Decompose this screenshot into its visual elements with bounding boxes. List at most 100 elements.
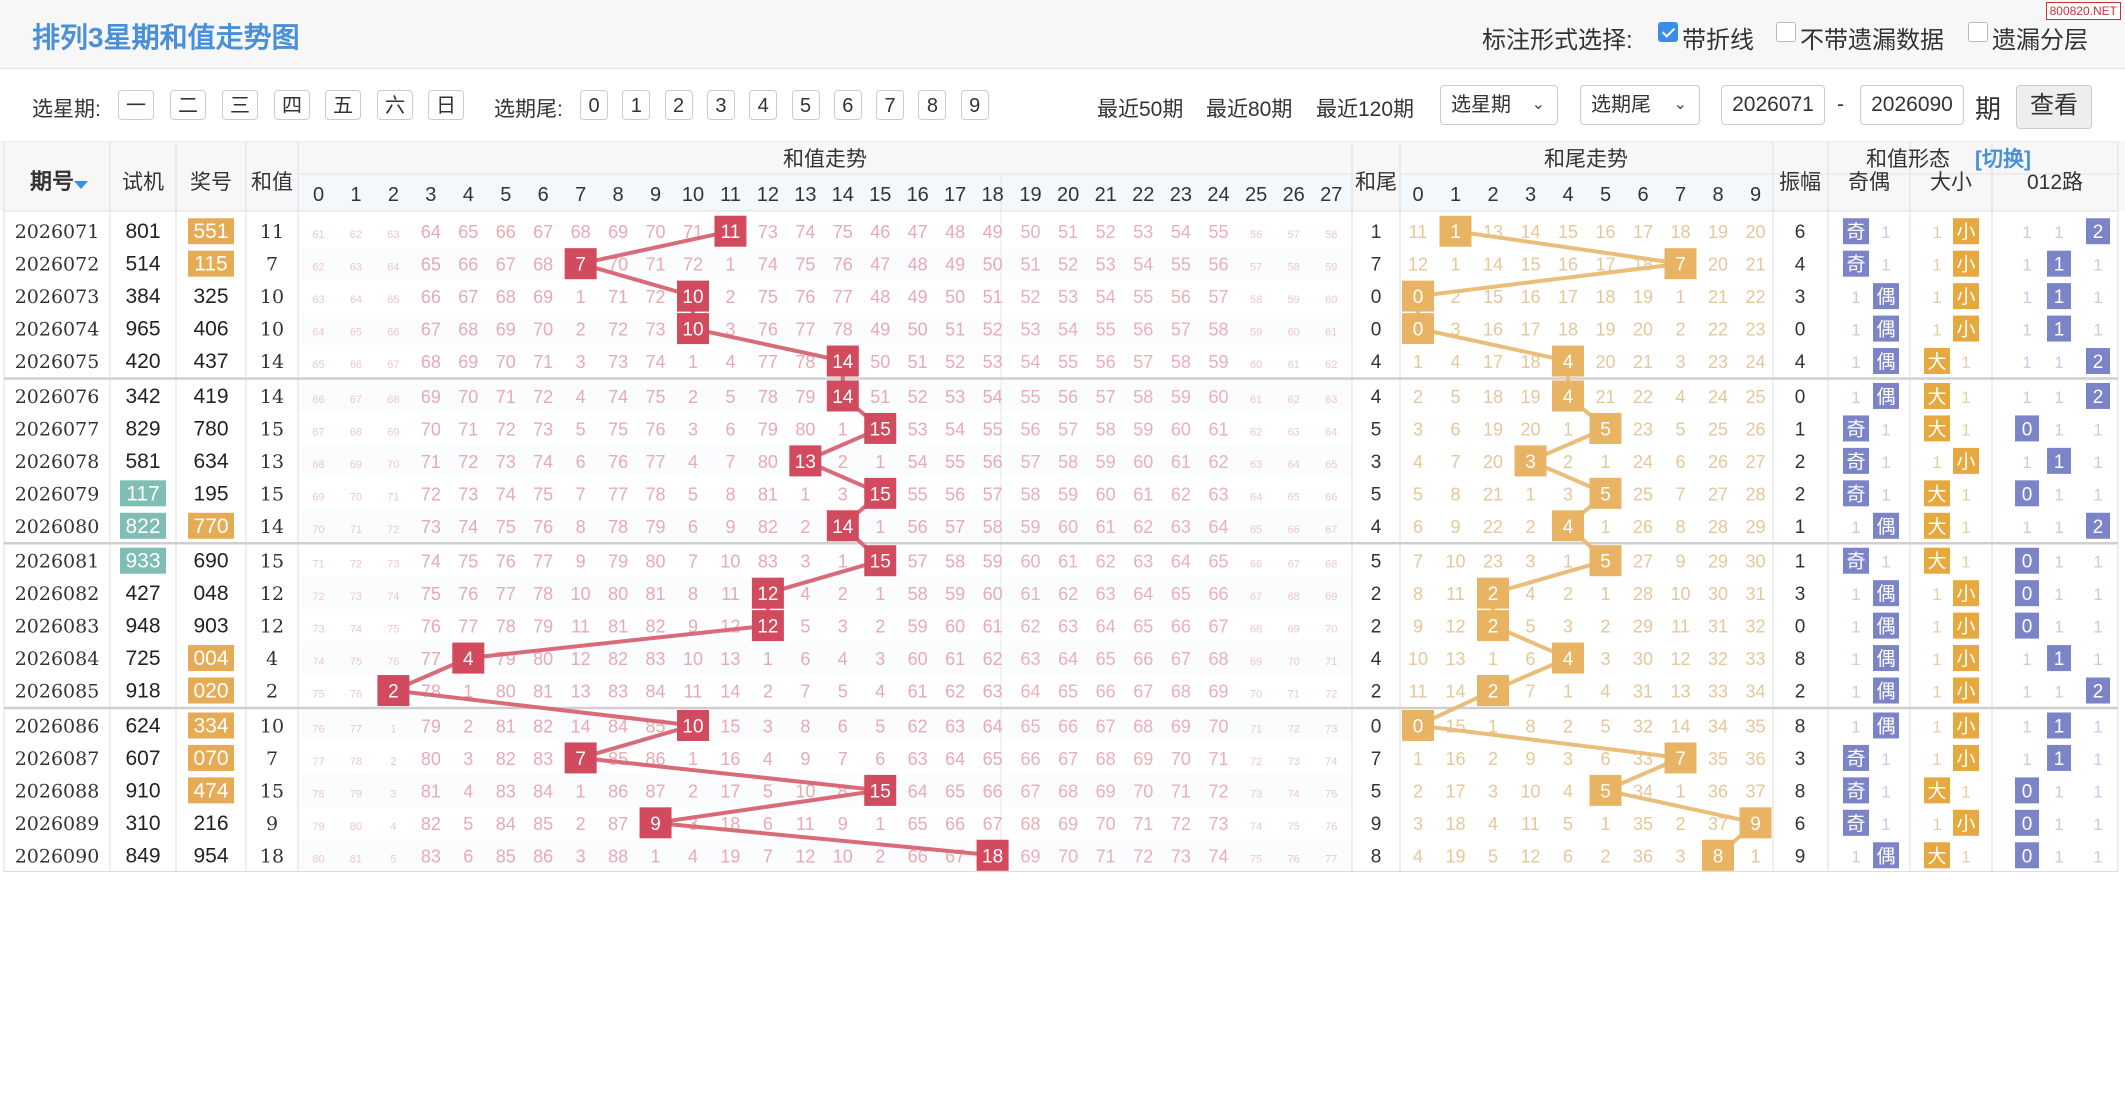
weekday-option-6[interactable]: 六 [377,90,413,120]
range-50-link[interactable]: 最近50期 [1097,98,1184,121]
weekday-option-3[interactable]: 三 [222,90,258,120]
sum-omission-value: 63 [983,682,1003,702]
sum-omission-value: 59 [1171,387,1191,407]
sum-omission-value: 2 [463,716,473,736]
sum-omission-value: 76 [646,419,666,439]
sum-omission-value: 64 [1058,649,1078,669]
sort-desc-icon[interactable] [74,181,88,189]
sum-omission-value: 68 [421,352,441,372]
sum-omission-value: 2 [838,584,848,604]
sum-omission-value: 66 [312,394,324,406]
tail-select[interactable]: 选期尾 ⌄ [1580,85,1700,125]
tail-omission-value: 16 [1520,287,1540,307]
amplitude-value: 1 [1795,517,1806,538]
road-012-omission: 1 [2022,453,2031,472]
range-80-link[interactable]: 最近80期 [1206,98,1293,121]
road-012-label: 0 [2022,781,2033,802]
sum-omission-value: 86 [533,846,553,866]
sum-omission-value: 65 [983,749,1003,769]
tail-option-9[interactable]: 9 [960,90,989,120]
sum-omission-value: 74 [795,222,815,242]
tail-option-4[interactable]: 4 [749,90,778,120]
sum-ball-value: 14 [832,517,854,538]
polyline-checkbox-label[interactable]: 带折线 [1682,27,1754,54]
tail-omission-value: 3 [1488,781,1498,801]
road-012-label: 0 [2022,617,2033,638]
view-button[interactable]: 查看 [2016,85,2092,129]
issue-unit-label: 期 [1975,94,2002,124]
sum-row-bg [298,379,1352,413]
tail-omission-value: 20 [1708,255,1728,275]
omission-layer-checkbox-label[interactable]: 遗漏分层 [1992,27,2088,54]
sum-omission-value: 65 [945,781,965,801]
odd-even-label: 偶 [1876,516,1895,538]
sum-omission-value: 67 [458,287,478,307]
weekday-option-5[interactable]: 五 [325,90,361,120]
no-omission-checkbox-label[interactable]: 不带遗漏数据 [1800,27,1944,54]
tail-option-3[interactable]: 3 [706,90,735,120]
to-issue-input[interactable]: 2026090 [1860,85,1964,125]
sum-omission-value: 75 [533,484,553,504]
sum-omission-value: 63 [1325,394,1337,406]
tail-option-2[interactable]: 2 [664,90,693,120]
sum-omission-value: 80 [646,552,666,572]
big-small-omission: 1 [1932,750,1941,769]
prize-number: 195 [193,482,228,505]
sum-omission-value: 72 [683,255,703,275]
tail-omission-value: 15 [1558,222,1578,242]
sum-value: 15 [260,483,284,505]
polyline-checkbox[interactable] [1658,22,1678,42]
omission-layer-checkbox[interactable] [1968,22,1988,42]
weekday-option-7[interactable]: 日 [428,90,464,120]
from-issue-input[interactable]: 2026071 [1721,85,1825,125]
sum-value: 10 [260,319,284,341]
sum-omission-value: 64 [1020,682,1040,702]
issue-number: 2026087 [15,748,100,770]
range-120-link[interactable]: 最近120期 [1316,98,1415,121]
road-012-label: 2 [2093,352,2104,373]
prize-number: 419 [193,385,228,408]
road-012-omission: 1 [2054,420,2063,439]
sum-omission-value: 76 [312,723,324,735]
weekday-option-4[interactable]: 四 [274,90,310,120]
road-012-label: 1 [2054,287,2065,308]
tail-option-7[interactable]: 7 [876,90,905,120]
sum-omission-value: 62 [1133,517,1153,537]
test-number: 581 [125,450,160,473]
test-number: 933 [125,550,160,573]
tail-option-6[interactable]: 6 [833,90,862,120]
weekday-option-2[interactable]: 二 [170,90,206,120]
tail-option-1[interactable]: 1 [622,90,651,120]
issue-number: 2026083 [15,616,100,638]
odd-even-omission: 1 [1881,420,1890,439]
no-omission-checkbox[interactable] [1776,22,1796,42]
tail-omission-value: 1 [1488,716,1498,736]
tail-option-0[interactable]: 0 [580,90,608,120]
page-title: 排列3星期和值走势图 [32,22,300,53]
road-012-omission: 1 [2093,288,2102,307]
tail-omission-value: 32 [1745,617,1765,637]
weekday-select[interactable]: 选星期 ⌄ [1440,85,1558,125]
sum-omission-value: 11 [684,682,703,702]
big-small-omission: 1 [1961,782,1970,801]
sum-omission-value: 2 [688,781,698,801]
sum-omission-value: 67 [1250,591,1262,603]
tail-omission-value: 10 [1445,552,1465,572]
issue-number: 2026076 [15,386,100,408]
tail-omission-value: 4 [1450,352,1460,372]
tail-value: 1 [1371,222,1382,243]
chevron-down-icon: ⌄ [1531,96,1545,113]
sum-omission-value: 58 [945,552,965,572]
tail-omission-value: 4 [1675,387,1685,407]
big-small-badge [1953,744,1979,771]
big-small-label: 小 [1956,221,1975,243]
sum-column-label: 18 [981,184,1003,206]
sum-omission-value: 77 [458,617,478,637]
tail-option-5[interactable]: 5 [791,90,820,120]
big-small-omission: 1 [1961,553,1970,572]
tail-omission-value: 10 [1520,781,1540,801]
tail-option-8[interactable]: 8 [918,90,947,120]
tail-ball [1552,510,1584,542]
sum-omission-value: 52 [1020,287,1040,307]
weekday-option-1[interactable]: 一 [118,90,154,120]
